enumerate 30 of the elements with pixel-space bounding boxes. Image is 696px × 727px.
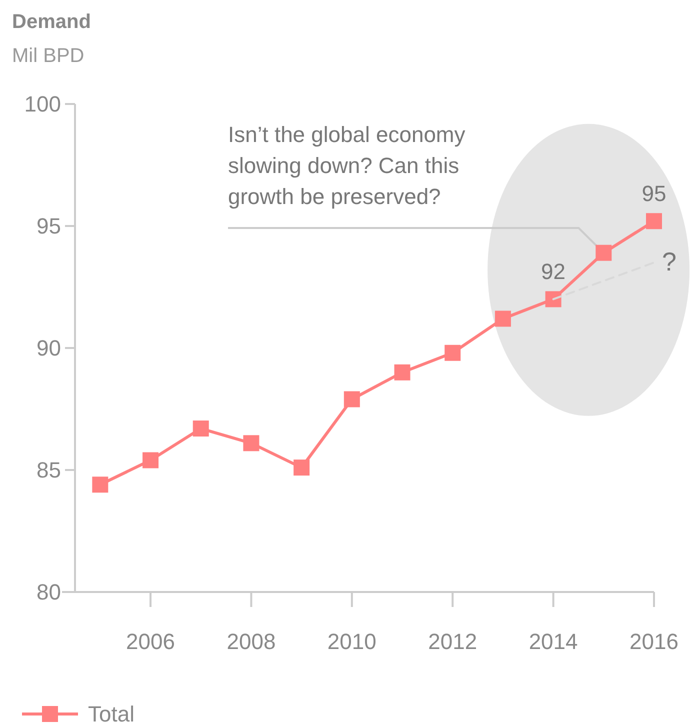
point <box>646 213 662 230</box>
chart-subtitle: Mil BPD <box>12 45 84 67</box>
x-tick-label: 2016 <box>630 629 678 654</box>
x-tick-label: 2006 <box>126 629 175 654</box>
chart-title: Demand <box>12 11 91 33</box>
y-tick-label: 80 <box>36 580 61 605</box>
point <box>394 364 410 380</box>
point <box>596 244 612 261</box>
point <box>243 435 260 452</box>
legend-label: Total <box>88 702 134 727</box>
point <box>192 420 209 437</box>
annotation: ? <box>662 246 676 277</box>
y-tick-label: 85 <box>36 458 61 483</box>
point <box>344 391 360 408</box>
x-tick-label: 2014 <box>528 629 578 654</box>
annotation: Isn’t the global economy slowing down? Can this growth be preserved? <box>228 122 466 209</box>
point <box>444 344 461 361</box>
x-tick-label: 2010 <box>327 629 376 654</box>
y-tick-label: 90 <box>36 336 61 361</box>
data-label: 92 <box>541 259 566 284</box>
point <box>294 460 310 476</box>
data-label: 95 <box>642 181 666 206</box>
point <box>142 452 159 468</box>
x-tick-label: 2008 <box>226 629 276 654</box>
point <box>92 476 108 493</box>
y-tick-label: 100 <box>24 92 61 117</box>
point <box>494 310 511 327</box>
x-tick-label: 2012 <box>428 629 478 654</box>
y-tick-label: 95 <box>36 214 61 239</box>
point <box>545 291 562 308</box>
